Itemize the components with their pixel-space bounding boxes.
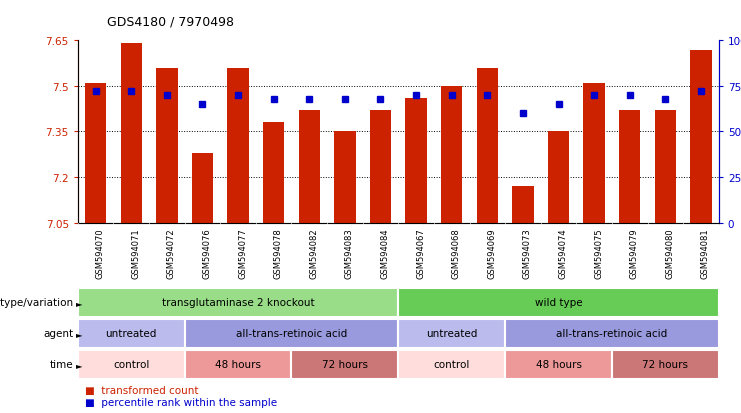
Bar	[691, 50, 711, 223]
Text: GSM594068: GSM594068	[452, 228, 461, 279]
Text: genotype/variation: genotype/variation	[0, 297, 73, 308]
Text: ►: ►	[76, 360, 83, 369]
Text: GSM594069: GSM594069	[488, 228, 496, 279]
Text: GSM594072: GSM594072	[167, 228, 176, 279]
Bar	[405, 99, 427, 223]
Bar	[185, 319, 399, 348]
Bar	[192, 153, 213, 223]
Bar	[548, 132, 569, 223]
Bar	[619, 111, 640, 223]
Bar	[78, 288, 399, 317]
Bar	[227, 69, 249, 223]
Text: ■  transformed count: ■ transformed count	[85, 385, 199, 395]
Bar	[476, 69, 498, 223]
Text: GSM594074: GSM594074	[559, 228, 568, 279]
Text: ►: ►	[76, 298, 83, 307]
Text: GSM594075: GSM594075	[594, 228, 603, 279]
Bar	[121, 44, 142, 223]
Text: GSM594079: GSM594079	[630, 228, 639, 279]
Bar	[334, 132, 356, 223]
Bar	[85, 84, 106, 223]
Text: GSM594083: GSM594083	[345, 228, 354, 279]
Bar	[156, 69, 178, 223]
Bar	[185, 350, 291, 379]
Bar	[654, 111, 676, 223]
Text: all-trans-retinoic acid: all-trans-retinoic acid	[556, 328, 668, 339]
Text: 72 hours: 72 hours	[642, 359, 688, 370]
Bar	[78, 350, 185, 379]
Text: GSM594073: GSM594073	[523, 228, 532, 279]
Text: GSM594078: GSM594078	[273, 228, 282, 279]
Bar	[370, 111, 391, 223]
Text: GSM594080: GSM594080	[665, 228, 674, 279]
Text: GSM594077: GSM594077	[238, 228, 247, 279]
Bar	[583, 84, 605, 223]
Text: GSM594084: GSM594084	[380, 228, 390, 279]
Bar	[612, 350, 719, 379]
Bar	[78, 319, 185, 348]
Bar	[441, 87, 462, 223]
Bar	[512, 187, 534, 223]
Text: ■  percentile rank within the sample: ■ percentile rank within the sample	[85, 396, 277, 407]
Text: 72 hours: 72 hours	[322, 359, 368, 370]
Text: untreated: untreated	[426, 328, 477, 339]
Text: wild type: wild type	[535, 297, 582, 308]
Text: GDS4180 / 7970498: GDS4180 / 7970498	[107, 16, 234, 29]
Text: agent: agent	[43, 328, 73, 339]
Text: GSM594082: GSM594082	[309, 228, 319, 279]
Text: GSM594076: GSM594076	[202, 228, 211, 279]
Text: ►: ►	[76, 329, 83, 338]
Bar	[399, 319, 505, 348]
Text: GSM594071: GSM594071	[131, 228, 140, 279]
Bar	[291, 350, 399, 379]
Bar	[505, 319, 719, 348]
Bar	[399, 350, 505, 379]
Text: control: control	[113, 359, 150, 370]
Text: GSM594067: GSM594067	[416, 228, 425, 279]
Text: GSM594070: GSM594070	[96, 228, 104, 279]
Text: transglutaminase 2 knockout: transglutaminase 2 knockout	[162, 297, 314, 308]
Text: untreated: untreated	[105, 328, 157, 339]
Bar	[263, 123, 285, 223]
Text: time: time	[50, 359, 73, 370]
Text: GSM594081: GSM594081	[701, 228, 710, 279]
Text: all-trans-retinoic acid: all-trans-retinoic acid	[236, 328, 347, 339]
Text: 48 hours: 48 hours	[536, 359, 582, 370]
Bar	[505, 350, 612, 379]
Text: control: control	[433, 359, 470, 370]
Text: 48 hours: 48 hours	[215, 359, 261, 370]
Bar	[399, 288, 719, 317]
Bar	[299, 111, 320, 223]
